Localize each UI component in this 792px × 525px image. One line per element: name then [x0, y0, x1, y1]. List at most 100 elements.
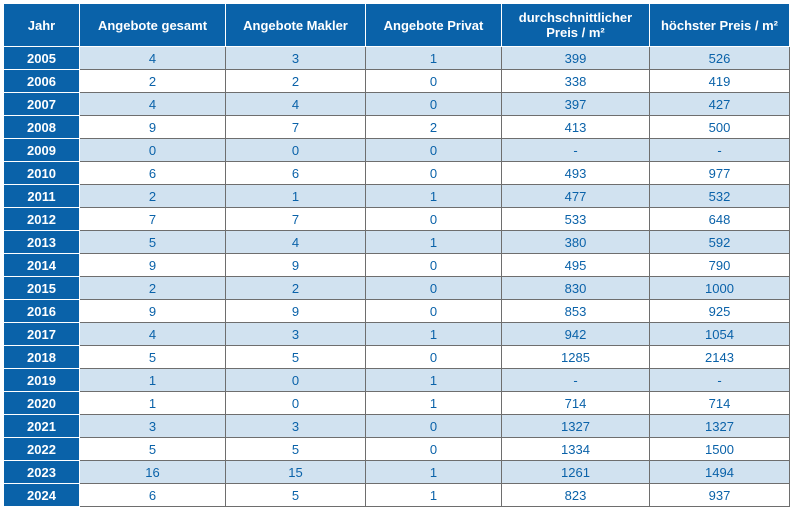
- cell-max-price: 790: [650, 254, 790, 277]
- cell-max-price: 1000: [650, 277, 790, 300]
- cell-avg-price: 413: [502, 116, 650, 139]
- cell-year: 2014: [4, 254, 80, 277]
- cell-year: 2015: [4, 277, 80, 300]
- cell-year: 2021: [4, 415, 80, 438]
- cell-year: 2019: [4, 369, 80, 392]
- table-row: 2020101714714: [4, 392, 790, 415]
- cell-private: 0: [366, 346, 502, 369]
- cell-max-price: 648: [650, 208, 790, 231]
- cell-max-price: 937: [650, 484, 790, 507]
- cell-private: 1: [366, 461, 502, 484]
- cell-broker: 5: [226, 346, 366, 369]
- table-row: 202255013341500: [4, 438, 790, 461]
- cell-private: 0: [366, 277, 502, 300]
- cell-max-price: 526: [650, 47, 790, 70]
- cell-broker: 0: [226, 392, 366, 415]
- cell-broker: 2: [226, 277, 366, 300]
- table-row: 2006220338419: [4, 70, 790, 93]
- header-row: Jahr Angebote gesamt Angebote Makler Ang…: [4, 4, 790, 47]
- price-table: Jahr Angebote gesamt Angebote Makler Ang…: [3, 3, 790, 507]
- cell-max-price: 500: [650, 116, 790, 139]
- cell-total: 9: [80, 116, 226, 139]
- cell-total: 5: [80, 346, 226, 369]
- cell-avg-price: 1261: [502, 461, 650, 484]
- cell-private: 1: [366, 369, 502, 392]
- cell-private: 0: [366, 254, 502, 277]
- cell-avg-price: 533: [502, 208, 650, 231]
- cell-private: 1: [366, 392, 502, 415]
- cell-total: 6: [80, 162, 226, 185]
- cell-broker: 3: [226, 47, 366, 70]
- cell-avg-price: 942: [502, 323, 650, 346]
- cell-avg-price: 495: [502, 254, 650, 277]
- cell-broker: 7: [226, 116, 366, 139]
- cell-total: 3: [80, 415, 226, 438]
- cell-broker: 0: [226, 369, 366, 392]
- cell-avg-price: 830: [502, 277, 650, 300]
- cell-year: 2020: [4, 392, 80, 415]
- cell-broker: 15: [226, 461, 366, 484]
- cell-total: 1: [80, 392, 226, 415]
- cell-year: 2011: [4, 185, 80, 208]
- cell-avg-price: 1334: [502, 438, 650, 461]
- cell-broker: 9: [226, 300, 366, 323]
- cell-year: 2018: [4, 346, 80, 369]
- table-row: 202133013271327: [4, 415, 790, 438]
- cell-max-price: 1327: [650, 415, 790, 438]
- cell-total: 0: [80, 139, 226, 162]
- cell-year: 2024: [4, 484, 80, 507]
- cell-private: 0: [366, 300, 502, 323]
- cell-total: 4: [80, 47, 226, 70]
- cell-avg-price: 338: [502, 70, 650, 93]
- table-row: 2010660493977: [4, 162, 790, 185]
- col-header-total: Angebote gesamt: [80, 4, 226, 47]
- col-header-private: Angebote Privat: [366, 4, 502, 47]
- cell-total: 9: [80, 300, 226, 323]
- table-row: 2011211477532: [4, 185, 790, 208]
- cell-year: 2005: [4, 47, 80, 70]
- cell-total: 2: [80, 185, 226, 208]
- table-row: 20231615112611494: [4, 461, 790, 484]
- table-row: 2014990495790: [4, 254, 790, 277]
- cell-max-price: 1054: [650, 323, 790, 346]
- cell-max-price: 419: [650, 70, 790, 93]
- cell-total: 5: [80, 231, 226, 254]
- cell-max-price: -: [650, 369, 790, 392]
- cell-avg-price: 380: [502, 231, 650, 254]
- cell-broker: 6: [226, 162, 366, 185]
- cell-avg-price: -: [502, 139, 650, 162]
- cell-total: 9: [80, 254, 226, 277]
- cell-broker: 7: [226, 208, 366, 231]
- cell-private: 0: [366, 208, 502, 231]
- table-row: 201855012852143: [4, 346, 790, 369]
- cell-broker: 0: [226, 139, 366, 162]
- cell-total: 1: [80, 369, 226, 392]
- table-row: 2024651823937: [4, 484, 790, 507]
- cell-year: 2022: [4, 438, 80, 461]
- cell-year: 2013: [4, 231, 80, 254]
- cell-broker: 3: [226, 323, 366, 346]
- table-row: 2012770533648: [4, 208, 790, 231]
- cell-private: 0: [366, 415, 502, 438]
- cell-max-price: 925: [650, 300, 790, 323]
- cell-avg-price: 1285: [502, 346, 650, 369]
- cell-max-price: 714: [650, 392, 790, 415]
- col-header-broker: Angebote Makler: [226, 4, 366, 47]
- cell-total: 7: [80, 208, 226, 231]
- cell-avg-price: 397: [502, 93, 650, 116]
- cell-private: 0: [366, 93, 502, 116]
- cell-year: 2023: [4, 461, 80, 484]
- cell-private: 0: [366, 70, 502, 93]
- cell-avg-price: 853: [502, 300, 650, 323]
- table-row: 2013541380592: [4, 231, 790, 254]
- cell-total: 2: [80, 277, 226, 300]
- table-row: 2009000--: [4, 139, 790, 162]
- cell-avg-price: 823: [502, 484, 650, 507]
- cell-private: 1: [366, 323, 502, 346]
- cell-total: 4: [80, 323, 226, 346]
- table-row: 2019101--: [4, 369, 790, 392]
- cell-year: 2012: [4, 208, 80, 231]
- table-row: 2008972413500: [4, 116, 790, 139]
- cell-year: 2017: [4, 323, 80, 346]
- cell-year: 2016: [4, 300, 80, 323]
